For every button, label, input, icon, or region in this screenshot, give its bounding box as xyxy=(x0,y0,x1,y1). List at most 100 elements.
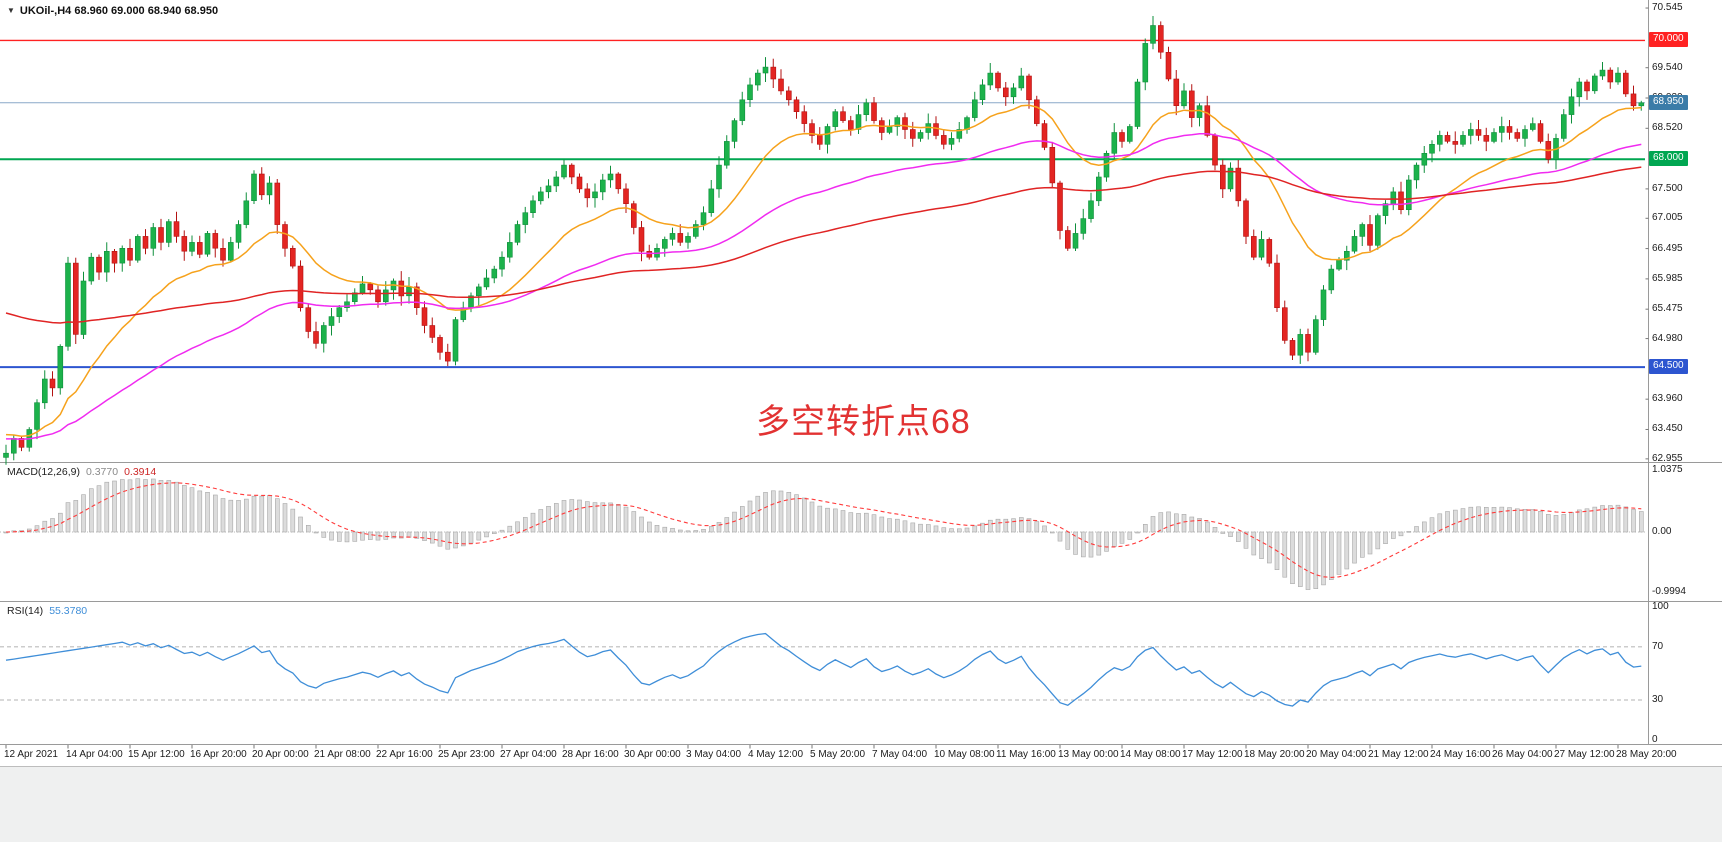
candle-body xyxy=(499,256,505,270)
candle-body xyxy=(243,200,250,225)
macd-bar xyxy=(143,479,148,533)
macd-bar xyxy=(507,525,513,533)
candle-body xyxy=(313,331,319,344)
candle-body xyxy=(73,262,79,335)
macd-bar xyxy=(809,501,815,533)
macd-bar xyxy=(561,500,567,533)
macd-bar xyxy=(538,509,544,533)
macd-bar xyxy=(1367,531,1373,555)
candle-body xyxy=(1266,239,1273,264)
macd-bar xyxy=(1166,511,1171,533)
candle-body xyxy=(258,173,265,196)
candle-body xyxy=(1390,191,1397,205)
candle-body xyxy=(1127,126,1133,142)
macd-histogram xyxy=(3,478,1644,590)
annotation-text: 多空转折点68 xyxy=(756,403,971,441)
candle-body xyxy=(1189,90,1195,118)
candle-body xyxy=(778,78,784,92)
candle-body xyxy=(584,188,591,199)
candle-body xyxy=(189,242,195,252)
macd-bar xyxy=(887,518,892,533)
macd-bar xyxy=(174,481,179,533)
candle-body xyxy=(1212,135,1218,166)
macd-bar xyxy=(1057,531,1063,542)
candle-body xyxy=(127,248,133,261)
candle-body xyxy=(444,351,451,362)
candle-body xyxy=(1173,78,1180,107)
chart-canvas[interactable] xyxy=(0,0,1722,766)
candle-body xyxy=(1444,135,1451,142)
macd-bar xyxy=(158,480,164,533)
macd-bar xyxy=(383,531,389,540)
macd-bar xyxy=(1112,531,1117,547)
candle-body xyxy=(1592,75,1598,92)
macd-bar xyxy=(414,531,420,539)
macd-bar xyxy=(445,531,451,550)
macd-bar xyxy=(468,531,474,544)
candle-body xyxy=(840,111,846,121)
candle-body xyxy=(135,236,141,261)
candle-body xyxy=(615,173,622,190)
macd-bar xyxy=(770,490,776,533)
macd-bar xyxy=(104,481,110,533)
macd-bar xyxy=(995,518,1001,533)
macd-bar xyxy=(980,522,985,533)
macd-bar xyxy=(786,491,792,533)
candle-body xyxy=(739,99,746,121)
macd-bar xyxy=(298,516,303,533)
macd-bar xyxy=(584,501,590,533)
candle-body xyxy=(537,191,544,202)
rsi-line xyxy=(5,632,1642,707)
macd-bar xyxy=(1491,506,1497,533)
macd-bar xyxy=(135,478,141,533)
candle-body xyxy=(49,378,56,389)
dropdown-icon[interactable]: ▼ xyxy=(7,6,15,15)
candle-body xyxy=(638,227,645,252)
candle-body xyxy=(181,236,188,252)
candle-body xyxy=(80,280,87,335)
macd-bar xyxy=(34,525,40,533)
candle-body xyxy=(452,319,459,362)
candle-body xyxy=(166,221,172,243)
candle-body xyxy=(956,129,963,139)
macd-bar xyxy=(1600,505,1605,533)
macd-bar xyxy=(848,512,854,533)
macd-bar xyxy=(336,531,342,542)
macd-bar xyxy=(460,531,466,547)
candle-body xyxy=(398,280,405,297)
candle-body xyxy=(1568,96,1575,115)
candle-body xyxy=(320,325,327,344)
candle-body xyxy=(344,301,350,308)
candle-body xyxy=(111,251,118,264)
candle-body xyxy=(1320,289,1327,320)
macd-bar xyxy=(1344,531,1350,570)
macd-bar xyxy=(856,513,861,533)
macd-bar xyxy=(1158,512,1164,533)
candle-body xyxy=(630,203,637,228)
candle-body xyxy=(1413,164,1420,181)
candle-body xyxy=(1227,167,1234,190)
macd-bar xyxy=(646,521,652,533)
candle-body xyxy=(1382,203,1389,216)
macd-bar xyxy=(615,504,621,533)
macd-bar xyxy=(871,514,877,533)
macd-bar xyxy=(189,487,195,533)
candle-body xyxy=(553,176,560,187)
candle-body xyxy=(3,452,9,458)
candle-body xyxy=(1491,132,1497,142)
macd-bar xyxy=(1127,531,1133,540)
macd-bar xyxy=(251,495,257,533)
macd-bar xyxy=(166,480,172,533)
macd-bar xyxy=(1577,509,1582,533)
macd-bar xyxy=(1546,514,1551,533)
macd-bar xyxy=(1476,506,1481,533)
macd-bar xyxy=(623,506,629,533)
candle-body xyxy=(871,102,877,121)
macd-bar xyxy=(1205,521,1210,533)
candle-body xyxy=(1282,307,1288,341)
symbol-info-bar: ▼ UKOil-,H4 68.960 69.000 68.940 68.950 xyxy=(7,5,218,17)
candle-body xyxy=(1344,251,1350,261)
macd-bar xyxy=(910,522,916,533)
candle-body xyxy=(1002,87,1009,98)
macd-bar xyxy=(1011,518,1016,533)
